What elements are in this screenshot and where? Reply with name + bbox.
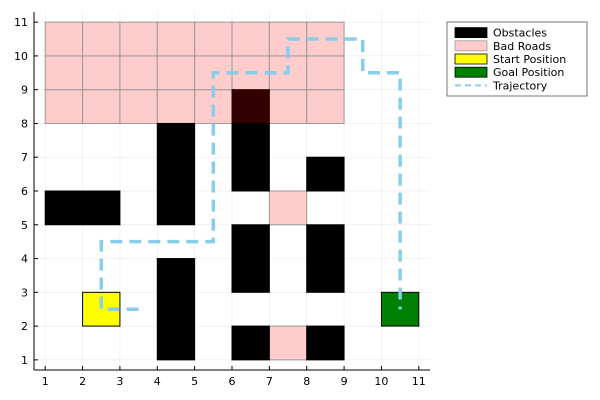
obstacle [231,122,270,192]
x-tick-label: 11 [412,375,426,388]
y-tick-label: 3 [21,286,28,299]
bad-road-cell [231,21,270,57]
bad-road-cell [268,190,308,226]
obstacle [156,122,196,226]
y-tick-label: 7 [21,151,28,164]
bad-road-cell [119,89,158,124]
legend-swatch-obstacle [454,27,488,39]
legend-label: Trajectory [492,79,548,92]
obstacle-on-bad-road [231,89,270,124]
bad-road-cell [306,89,345,124]
obstacle [44,190,121,226]
x-tick-label: 7 [266,375,273,388]
legend-label: Bad Roads [493,40,551,53]
legend-swatch-goal [454,66,488,78]
y-tick-label: 10 [14,50,28,63]
trajectory-layer [99,37,402,311]
bad-roads-layer [44,21,345,361]
legend-swatch-start [454,53,488,65]
x-tick-label: 3 [116,375,123,388]
bad-road-cell [44,55,84,91]
x-tick-label: 1 [42,375,49,388]
y-tick-label: 1 [21,354,28,367]
y-tick-label: 5 [21,219,28,232]
bad-road-cell [268,325,308,361]
bad-road-cell [156,21,196,57]
bad-road-cell [194,21,233,57]
x-tick-label: 6 [229,375,236,388]
obstacle [156,258,196,361]
y-tick-label: 2 [21,320,28,333]
y-tick-label: 9 [21,84,28,97]
bad-road-cell [119,55,158,91]
obstacles-layer [44,89,345,361]
bad-road-cell [82,89,121,124]
bad-road-cell [268,89,308,124]
x-tick-label: 9 [341,375,348,388]
bad-road-cell [119,21,158,57]
x-tick-label: 4 [154,375,161,388]
y-tick-label: 11 [14,16,28,29]
obstacle [231,224,270,293]
legend-label: Start Position [493,53,566,66]
x-tick-label: 10 [374,375,388,388]
y-tick-label: 4 [21,253,28,266]
obstacle [306,156,345,192]
obstacle [306,224,345,293]
obstacle [306,325,345,361]
bad-road-cell [306,55,345,91]
bad-road-cell [156,55,196,91]
x-tick-label: 5 [191,375,198,388]
bad-road-cell [44,21,84,57]
bad-road-cell [156,89,196,124]
bad-road-cell [82,21,121,57]
x-tick-label: 2 [79,375,86,388]
bad-road-cell [82,55,121,91]
legend-label: Obstacles [493,27,547,40]
y-tick-label: 8 [21,117,28,130]
trajectory-line [99,37,402,311]
legend-label: Goal Position [493,66,564,79]
bad-road-cell [44,89,84,124]
legend-swatch-bad-road [454,40,488,52]
x-tick-label: 8 [303,375,310,388]
obstacle [231,325,270,361]
y-tick-label: 6 [21,185,28,198]
